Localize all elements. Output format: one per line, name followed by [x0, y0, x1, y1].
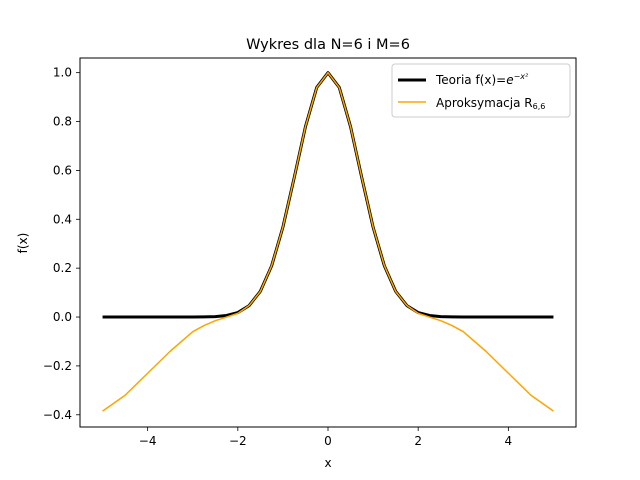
y-tick-label: 0.0 [53, 310, 72, 324]
legend-entry-aproksymacja: Aproksymacja R6,6 [436, 96, 545, 111]
series-layer [102, 71, 554, 412]
legend-entry-teoria: Teoria f(x)=e−x² [435, 72, 529, 87]
x-tick-label: 4 [505, 434, 513, 448]
y-tick-label: 0.2 [53, 261, 72, 275]
legend-box [391, 63, 571, 118]
legend-teoria-prefix: Teoria f(x)= [435, 73, 506, 87]
legend: Teoria f(x)=e−x² Aproksymacja R6,6 [391, 63, 571, 118]
x-tick-label: 0 [324, 434, 332, 448]
legend-teoria-math: e [506, 73, 513, 87]
y-tick-label: 0.4 [53, 212, 72, 226]
y-tick-label: 0.6 [53, 163, 72, 177]
y-axis-label: f(x) [16, 233, 30, 254]
y-tick-label: −0.2 [43, 359, 72, 373]
legend-aproksymacja-sub: 6,6 [533, 102, 546, 111]
chart-title: Wykres dla N=6 i M=6 [246, 37, 410, 53]
x-tick-label: −4 [139, 434, 157, 448]
series-line-aproksymacja [102, 71, 554, 412]
legend-teoria-sup: −x² [514, 72, 529, 81]
y-tick-label: 1.0 [53, 66, 72, 80]
x-tick-label: −2 [229, 434, 247, 448]
ticks-layer: −4 −2 0 2 4 −0.4 −0.2 0.0 0.2 0.4 0.6 0.8 1.0 [43, 66, 512, 448]
y-tick-label: −0.4 [43, 408, 72, 422]
x-tick-label: 2 [414, 434, 422, 448]
y-tick-label: 0.8 [53, 115, 72, 129]
x-axis-label: x [324, 456, 331, 470]
legend-aproksymacja-prefix: Aproksymacja R [436, 96, 533, 110]
